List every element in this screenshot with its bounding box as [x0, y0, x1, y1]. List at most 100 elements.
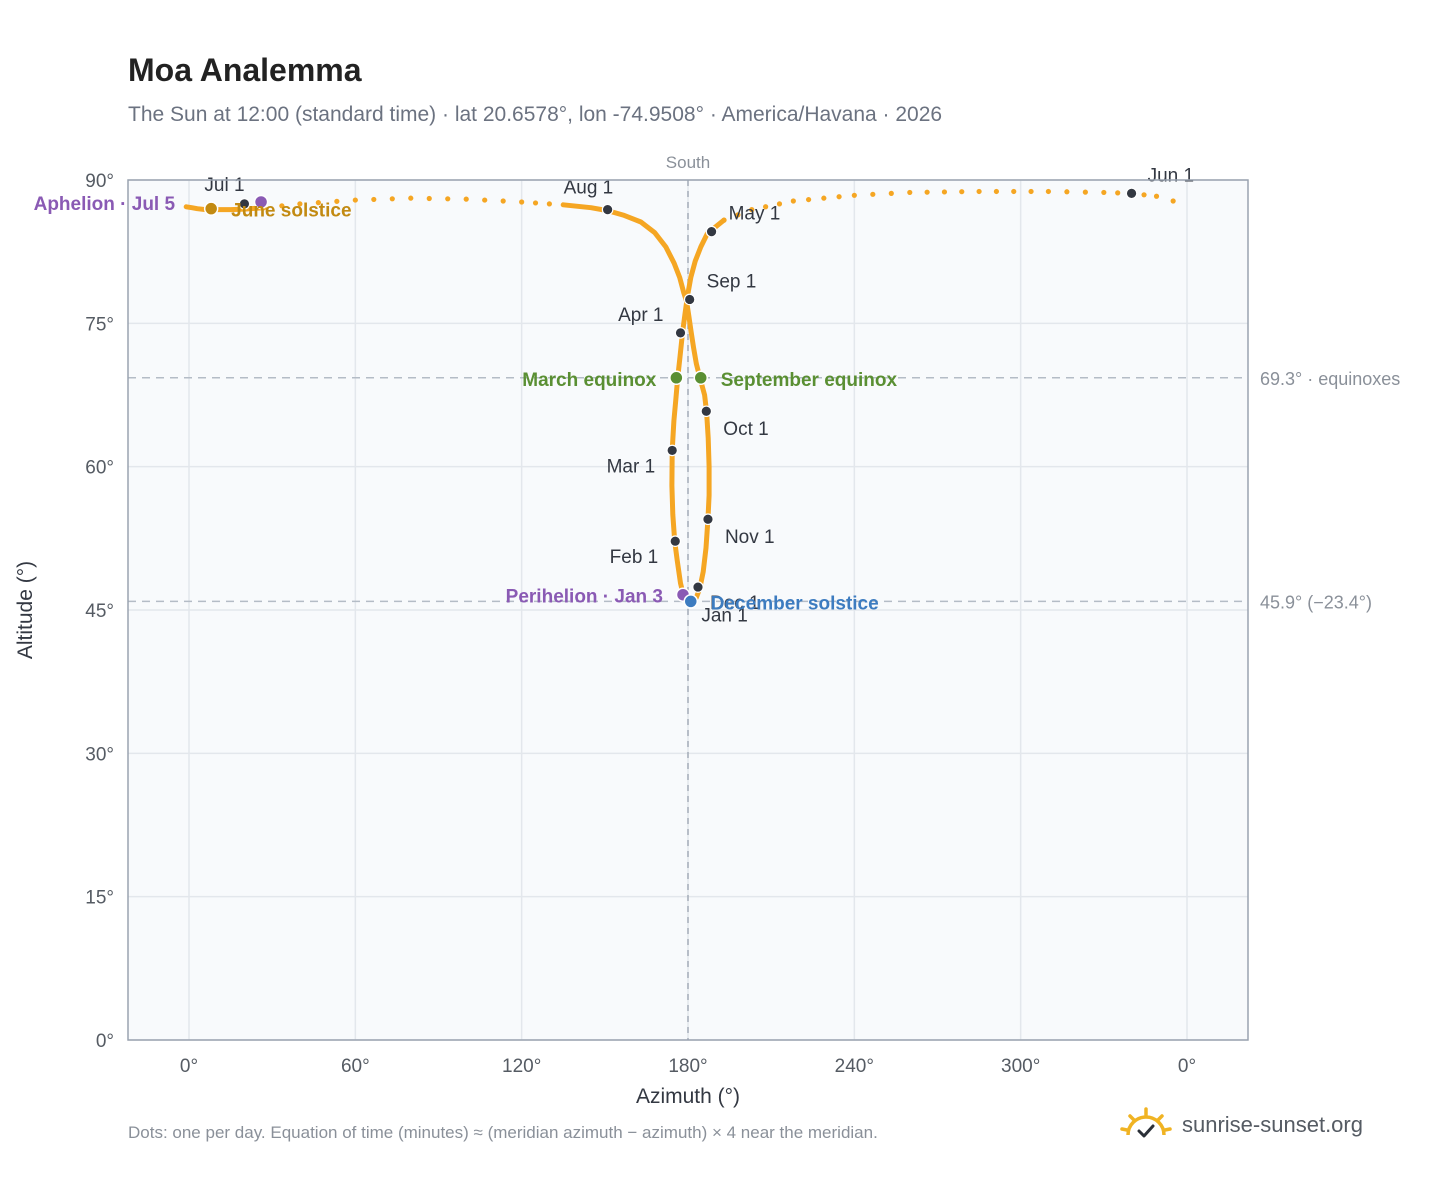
event-marker — [693, 370, 709, 386]
y-tick-label: 75° — [85, 314, 114, 335]
reference-label: 69.3° · equinoxes — [1260, 369, 1400, 389]
daily-dot — [851, 192, 857, 198]
daily-dot — [482, 197, 488, 203]
month-label: Sep 1 — [707, 271, 757, 292]
month-label: Jun 1 — [1148, 165, 1194, 186]
event-markers: Aphelion · Jul 5 June solstice March equin… — [34, 194, 898, 614]
x-tick-label: 240° — [835, 1056, 874, 1077]
brand-logo[interactable]: sunrise-sunset.org — [1120, 1100, 1363, 1150]
daily-dot — [445, 196, 451, 202]
daily-dot — [993, 188, 1000, 195]
event-label: March equinox — [522, 370, 657, 391]
y-tick-label: 60° — [85, 458, 114, 479]
event-marker — [669, 370, 684, 386]
daily-dot — [546, 201, 552, 207]
month-dot — [666, 444, 678, 457]
x-tick-label: 60° — [341, 1056, 370, 1077]
daily-dot — [805, 196, 812, 203]
daily-dot — [1141, 192, 1147, 198]
month-dot — [669, 535, 682, 547]
x-tick-label: 180° — [668, 1056, 707, 1077]
month-label: Jan 1 — [701, 605, 747, 626]
plot-frame — [127, 179, 1249, 1041]
event-label: June solstice — [231, 201, 351, 222]
y-tick-label: 30° — [85, 744, 114, 765]
daily-dot — [735, 212, 741, 218]
month-dot — [705, 225, 718, 238]
meridian-label: South — [666, 153, 710, 172]
daily-dot — [763, 204, 769, 210]
y-tick-label: 15° — [85, 888, 114, 909]
daily-dot — [352, 197, 358, 203]
daily-dot — [1028, 188, 1034, 195]
daily-dot — [519, 199, 525, 205]
event-label: Aphelion · Jul 5 — [34, 194, 176, 215]
month-dot — [702, 513, 714, 526]
y-tick-label: 90° — [85, 171, 114, 192]
month-dot — [692, 581, 704, 593]
event-marker — [203, 201, 219, 216]
daily-dot — [426, 195, 432, 202]
daily-dot — [389, 196, 395, 202]
reference-label: 45.9° (−23.4°) — [1260, 592, 1372, 612]
footnote: Dots: one per day. Equation of time (min… — [128, 1123, 878, 1142]
daily-dot — [1064, 189, 1070, 195]
chart-title: Moa Analemma — [128, 52, 362, 88]
month-label: May 1 — [729, 204, 781, 225]
daily-dot — [888, 190, 894, 196]
month-label: Feb 1 — [610, 547, 659, 568]
event-marker — [253, 194, 269, 210]
month-dots: Jan 1 Feb 1 Mar 1 Apr 1 May 1 Jun 1 Jul 1 Aug 1… — [204, 165, 1194, 626]
month-label: Nov 1 — [725, 527, 775, 548]
month-label: Dec 1 — [710, 593, 760, 614]
daily-dot — [941, 189, 948, 195]
daily-dot — [371, 196, 377, 203]
event-marker — [683, 594, 699, 609]
x-tick-label: 120° — [502, 1056, 541, 1077]
daily-dot — [907, 189, 913, 196]
daily-dot — [870, 191, 876, 197]
month-label: Jul 1 — [204, 175, 244, 196]
month-dot — [238, 198, 251, 210]
daily-dot — [1045, 188, 1051, 195]
event-label: Perihelion · Jan 3 — [506, 587, 663, 608]
month-dot — [700, 405, 713, 418]
x-tick-label: 0° — [180, 1056, 198, 1077]
month-label: Apr 1 — [618, 305, 663, 326]
daily-dot — [776, 201, 783, 207]
daily-dot — [1153, 193, 1160, 199]
daily-dot — [408, 195, 414, 201]
daily-dot — [463, 196, 469, 202]
x-tick-label: 300° — [1001, 1056, 1040, 1077]
daily-dot — [836, 194, 842, 200]
daily-dot — [279, 203, 285, 209]
daily-dot — [959, 189, 965, 195]
daily-dot — [315, 200, 321, 206]
daily-dot — [1082, 189, 1088, 195]
daily-dot — [334, 198, 340, 204]
daily-dot — [924, 189, 930, 195]
daily-dot — [790, 198, 796, 204]
daily-dot — [1170, 198, 1176, 204]
x-axis-label: Azimuth (°) — [636, 1085, 740, 1108]
sun-check-icon — [1120, 1107, 1172, 1138]
daily-dot — [721, 217, 727, 223]
month-dot — [683, 293, 696, 306]
event-label: September equinox — [721, 370, 898, 391]
daily-dot — [500, 198, 506, 204]
daily-dot — [976, 188, 982, 195]
chart-subtitle: The Sun at 12:00 (standard time) · lat 2… — [128, 103, 943, 126]
daily-dot — [749, 207, 755, 213]
axis-ticks: 0° 60° 120° 180° 240° 300° 0° 0° 15° 30° 45° 60° 75°… — [85, 171, 1196, 1077]
daily-dot — [1101, 189, 1107, 196]
daily-dot — [1011, 188, 1017, 195]
analemma-dense-segment — [560, 202, 727, 604]
x-tick-label: 0° — [1178, 1056, 1196, 1077]
event-label: December solstice — [711, 593, 879, 614]
daily-dot — [821, 195, 827, 201]
y-axis-label: Altitude (°) — [14, 561, 37, 659]
daily-dot — [532, 200, 539, 206]
daily-dot — [1115, 190, 1121, 196]
month-label: Mar 1 — [607, 456, 656, 477]
